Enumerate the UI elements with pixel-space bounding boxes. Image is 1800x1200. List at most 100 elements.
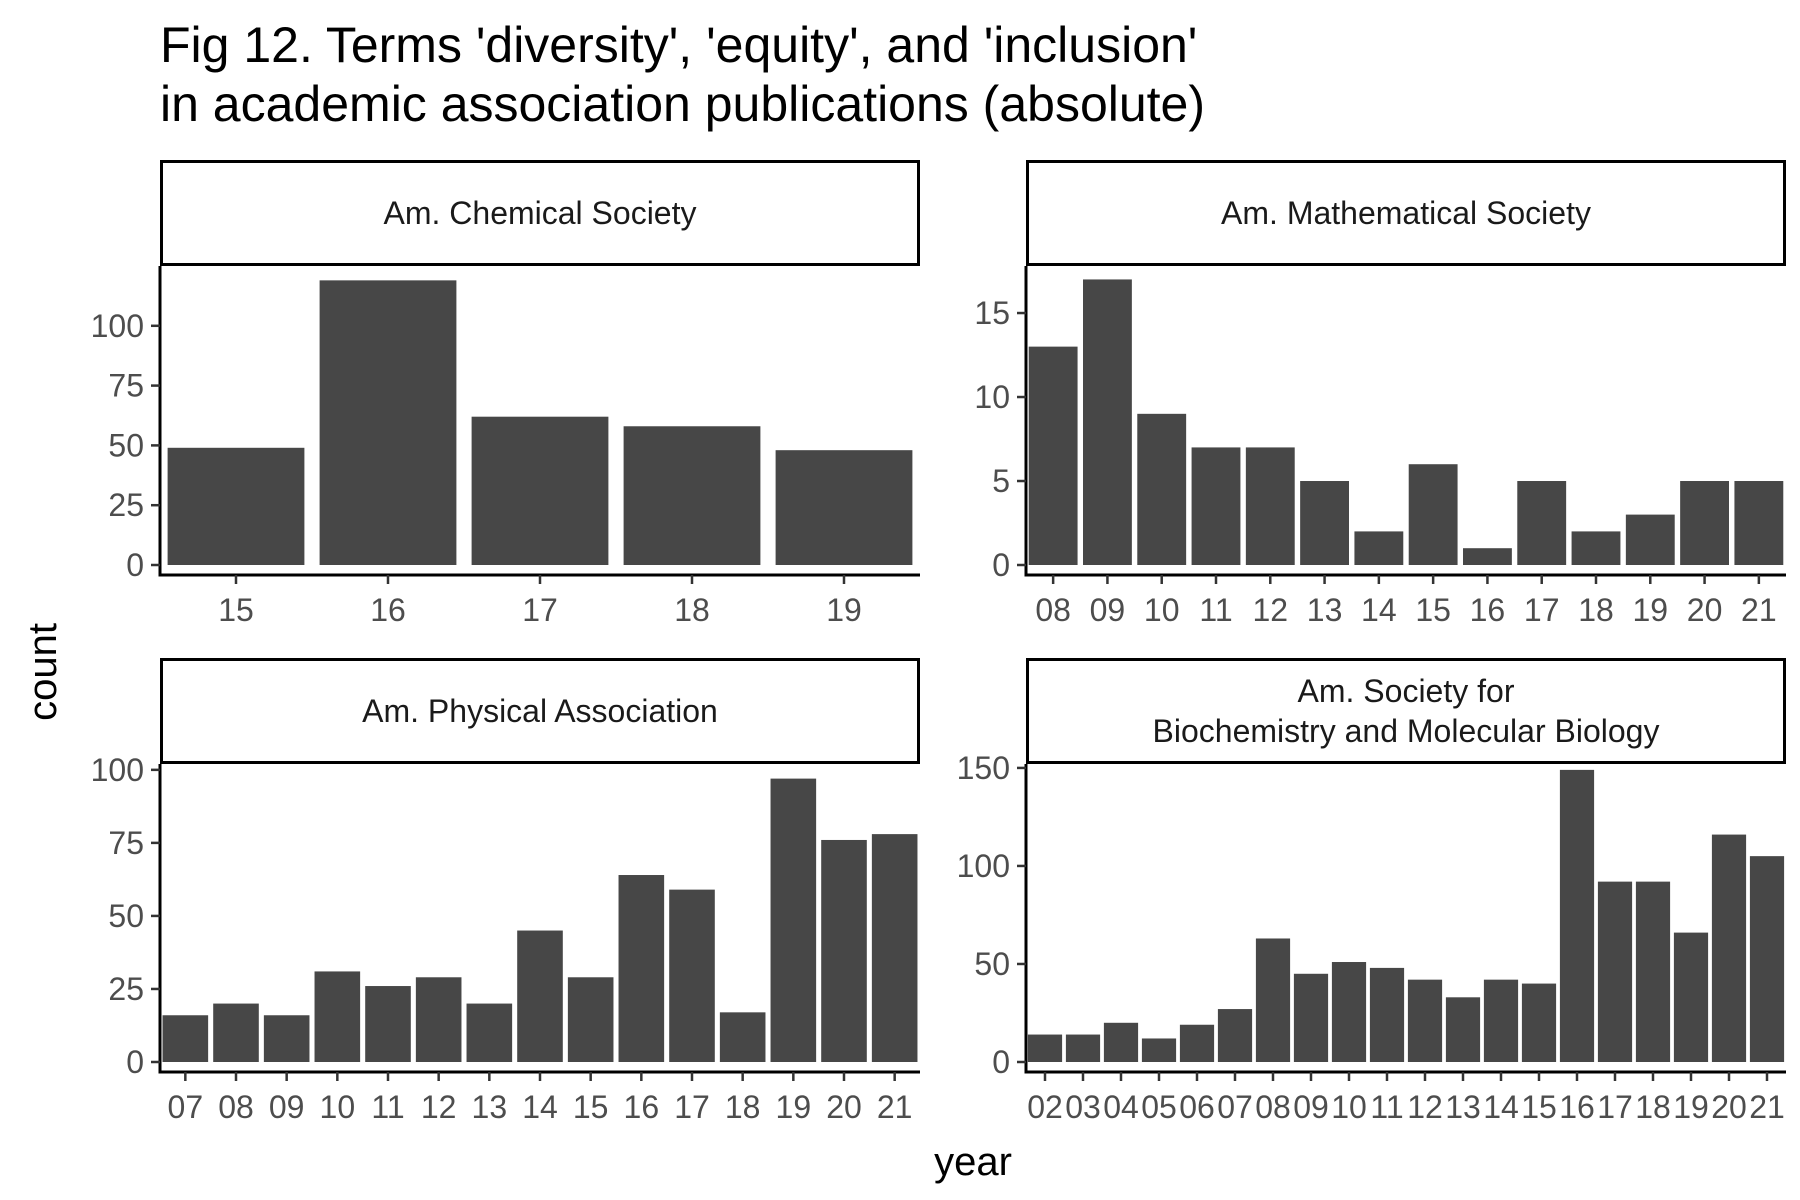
x-tick-label: 21	[877, 1089, 913, 1125]
y-tick-label: 0	[126, 547, 144, 583]
bar-13	[1300, 481, 1349, 565]
facet-strip-label: Biochemistry and Molecular Biology	[1153, 713, 1660, 749]
facet-strip-label: Am. Society for	[1298, 673, 1515, 709]
x-tick-label: 17	[522, 592, 558, 628]
bar-02	[1027, 1034, 1063, 1062]
x-tick-label: 19	[776, 1089, 812, 1125]
x-tick-label: 14	[1361, 592, 1397, 628]
x-tick-label: 11	[371, 1089, 404, 1125]
x-tick-label: 17	[674, 1089, 710, 1125]
bar-20	[1711, 834, 1747, 1062]
facet-panel-2: Am. Mathematical Society 0 5 10 15 08 09 10 11 12…	[974, 160, 1786, 628]
bar-11	[1369, 967, 1405, 1062]
y-tick-label: 50	[974, 946, 1010, 982]
y-tick-label: 100	[957, 848, 1010, 884]
bar-06	[1179, 1024, 1215, 1062]
facet-strip-label: Am. Mathematical Society	[1221, 195, 1591, 231]
bar-17	[471, 416, 609, 565]
y-tick-label: 0	[992, 1044, 1010, 1080]
x-tick-label: 18	[1578, 592, 1614, 628]
x-tick-label: 20	[1711, 1089, 1747, 1125]
bar-16	[1463, 548, 1512, 565]
bar-09	[263, 1015, 310, 1062]
y-tick-label: 25	[108, 971, 144, 1007]
chart-title-line-1: Fig 12. Terms 'diversity', 'equity', and…	[160, 17, 1197, 73]
y-tick-label: 25	[108, 487, 144, 523]
bar-13	[1445, 997, 1481, 1062]
facet-panel-3: Am. Physical Association 0 25 50 75 100 07 08 09…	[91, 658, 920, 1125]
x-tick-label: 11	[1199, 592, 1232, 628]
bar-14	[517, 930, 563, 1062]
x-tick-label: 21	[1741, 592, 1777, 628]
x-tick-label: 20	[826, 1089, 862, 1125]
bar-14	[1354, 531, 1404, 565]
facet-strip-label: Am. Physical Association	[362, 693, 718, 729]
bar-17	[1517, 481, 1567, 565]
x-tick-label: 18	[725, 1089, 761, 1125]
bar-21	[1734, 481, 1784, 565]
y-tick-label: 10	[974, 379, 1010, 415]
x-tick-label: 08	[218, 1089, 254, 1125]
x-tick-label: 09	[1293, 1089, 1329, 1125]
bar-04	[1103, 1022, 1139, 1062]
bar-18	[719, 1012, 766, 1062]
y-tick-label: 100	[91, 752, 144, 788]
x-tick-label: 15	[573, 1089, 609, 1125]
bar-08	[1028, 346, 1078, 565]
x-tick-label: 17	[1524, 592, 1560, 628]
x-tick-label: 14	[1483, 1089, 1519, 1125]
bar-11	[1191, 447, 1241, 565]
bar-03	[1065, 1034, 1101, 1062]
y-tick-label: 100	[91, 308, 144, 344]
x-tick-label: 07	[168, 1089, 204, 1125]
x-tick-label: 19	[1673, 1089, 1709, 1125]
bar-14	[1483, 979, 1519, 1062]
x-tick-label: 12	[421, 1089, 457, 1125]
bar-21	[871, 834, 918, 1062]
bar-16	[319, 280, 457, 565]
x-tick-label: 16	[370, 592, 406, 628]
bar-12	[1245, 447, 1295, 565]
y-tick-label: 5	[992, 463, 1010, 499]
bar-17	[1597, 881, 1633, 1062]
y-tick-label: 75	[108, 825, 144, 861]
x-tick-label: 12	[1407, 1089, 1443, 1125]
y-tick-label: 0	[126, 1044, 144, 1080]
x-tick-label: 08	[1035, 592, 1071, 628]
facet-panel-1: Am. Chemical Society 0 25 50 75 100 15 16 17 18 19	[91, 160, 920, 628]
x-tick-label: 13	[472, 1089, 508, 1125]
bar-19	[1625, 514, 1675, 565]
x-tick-label: 16	[1559, 1089, 1595, 1125]
x-tick-label: 21	[1749, 1089, 1785, 1125]
x-tick-label: 19	[826, 592, 862, 628]
x-tick-label: 02	[1027, 1089, 1063, 1125]
x-tick-label: 10	[320, 1089, 356, 1125]
facet-panel-4: Am. Society for Biochemistry and Molecula…	[957, 658, 1786, 1125]
x-tick-label: 13	[1307, 592, 1343, 628]
x-tick-label: 04	[1103, 1089, 1139, 1125]
bar-19	[775, 450, 913, 565]
x-axis-title: year	[934, 1140, 1012, 1184]
x-tick-label: 16	[1470, 592, 1506, 628]
y-tick-label: 15	[974, 295, 1010, 331]
bar-09	[1083, 279, 1132, 565]
bar-12	[1407, 979, 1443, 1062]
facet-strip-box	[1026, 658, 1786, 764]
x-tick-label: 18	[1635, 1089, 1671, 1125]
facet-strip-label: Am. Chemical Society	[384, 195, 697, 231]
bar-07	[162, 1015, 209, 1062]
bar-19	[770, 778, 817, 1062]
x-tick-label: 13	[1445, 1089, 1481, 1125]
x-tick-label: 12	[1252, 592, 1288, 628]
x-tick-label: 14	[522, 1089, 558, 1125]
x-tick-label: 17	[1597, 1089, 1633, 1125]
facet-strip-box	[1026, 160, 1786, 266]
x-tick-label: 16	[624, 1089, 660, 1125]
y-tick-label: 50	[108, 898, 144, 934]
bar-15	[167, 447, 305, 565]
bar-13	[466, 1003, 513, 1062]
y-tick-label: 150	[957, 750, 1010, 786]
x-tick-label: 09	[1090, 592, 1126, 628]
bar-12	[415, 977, 462, 1062]
bar-17	[669, 889, 715, 1062]
